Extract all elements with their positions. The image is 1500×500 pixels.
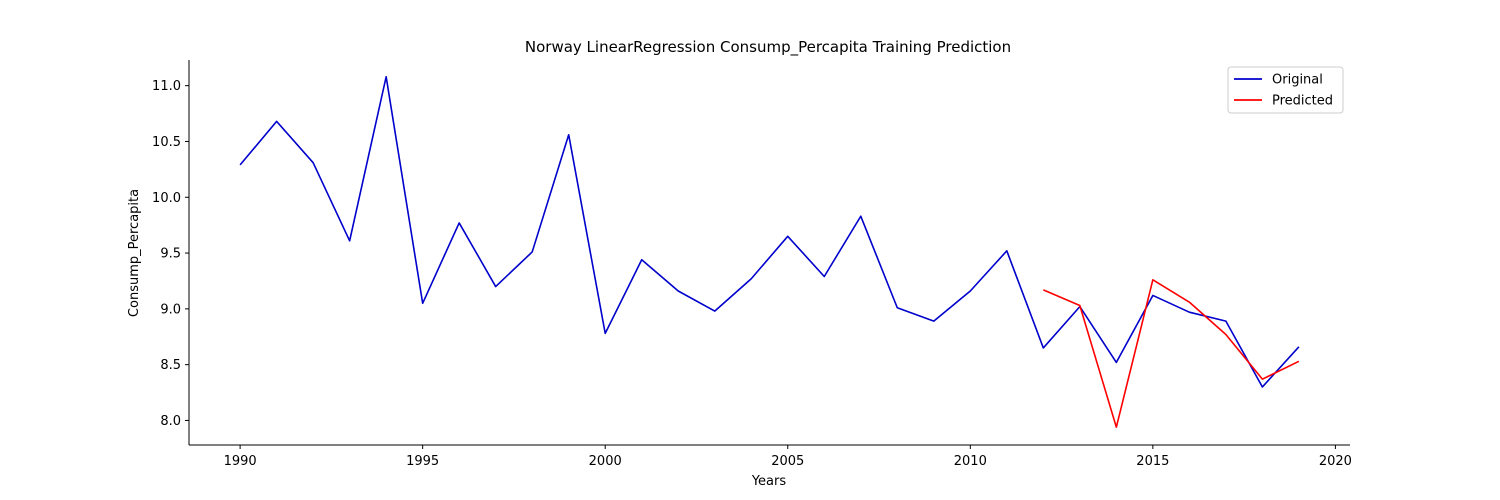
legend-entries: Original Predicted [1234,73,1333,109]
legend: Original Predicted [1227,66,1344,114]
x-tick-label: 2005 [771,454,804,469]
x-axis-ticks: 1990 1995 2000 2005 2010 2015 2020 [224,445,1352,469]
x-axis-label: Years [751,474,787,489]
x-tick-label: 1995 [406,454,439,469]
y-tick-label: 9.5 [160,247,181,262]
series-line-predicted [1043,279,1300,428]
x-tick-label: 2000 [589,454,622,469]
x-tick-label: 2015 [1136,454,1169,469]
x-tick-label: 1990 [224,454,257,469]
y-tick-label: 8.5 [160,358,181,373]
plot-area: 1990 1995 2000 2005 2010 2015 2020 8.0 8.5 9.0 9.… [152,60,1352,469]
x-tick-label: 2010 [954,454,987,469]
series-line-original [239,75,1300,388]
y-axis-ticks: 8.0 8.5 9.0 9.5 10.0 10.5 11.0 [152,79,189,429]
legend-label-predicted: Predicted [1272,94,1333,109]
y-axis-label: Consump_Percapita [127,189,142,317]
x-tick-label: 2020 [1319,454,1352,469]
y-tick-label: 10.0 [152,191,181,206]
chart-title: Norway LinearRegression Consump_Percapit… [525,38,1011,57]
y-tick-label: 11.0 [152,79,181,94]
y-tick-label: 9.0 [160,302,181,317]
legend-label-original: Original [1272,73,1323,88]
series-layer [239,75,1300,428]
y-tick-label: 8.0 [160,414,181,429]
y-tick-label: 10.5 [152,135,181,150]
